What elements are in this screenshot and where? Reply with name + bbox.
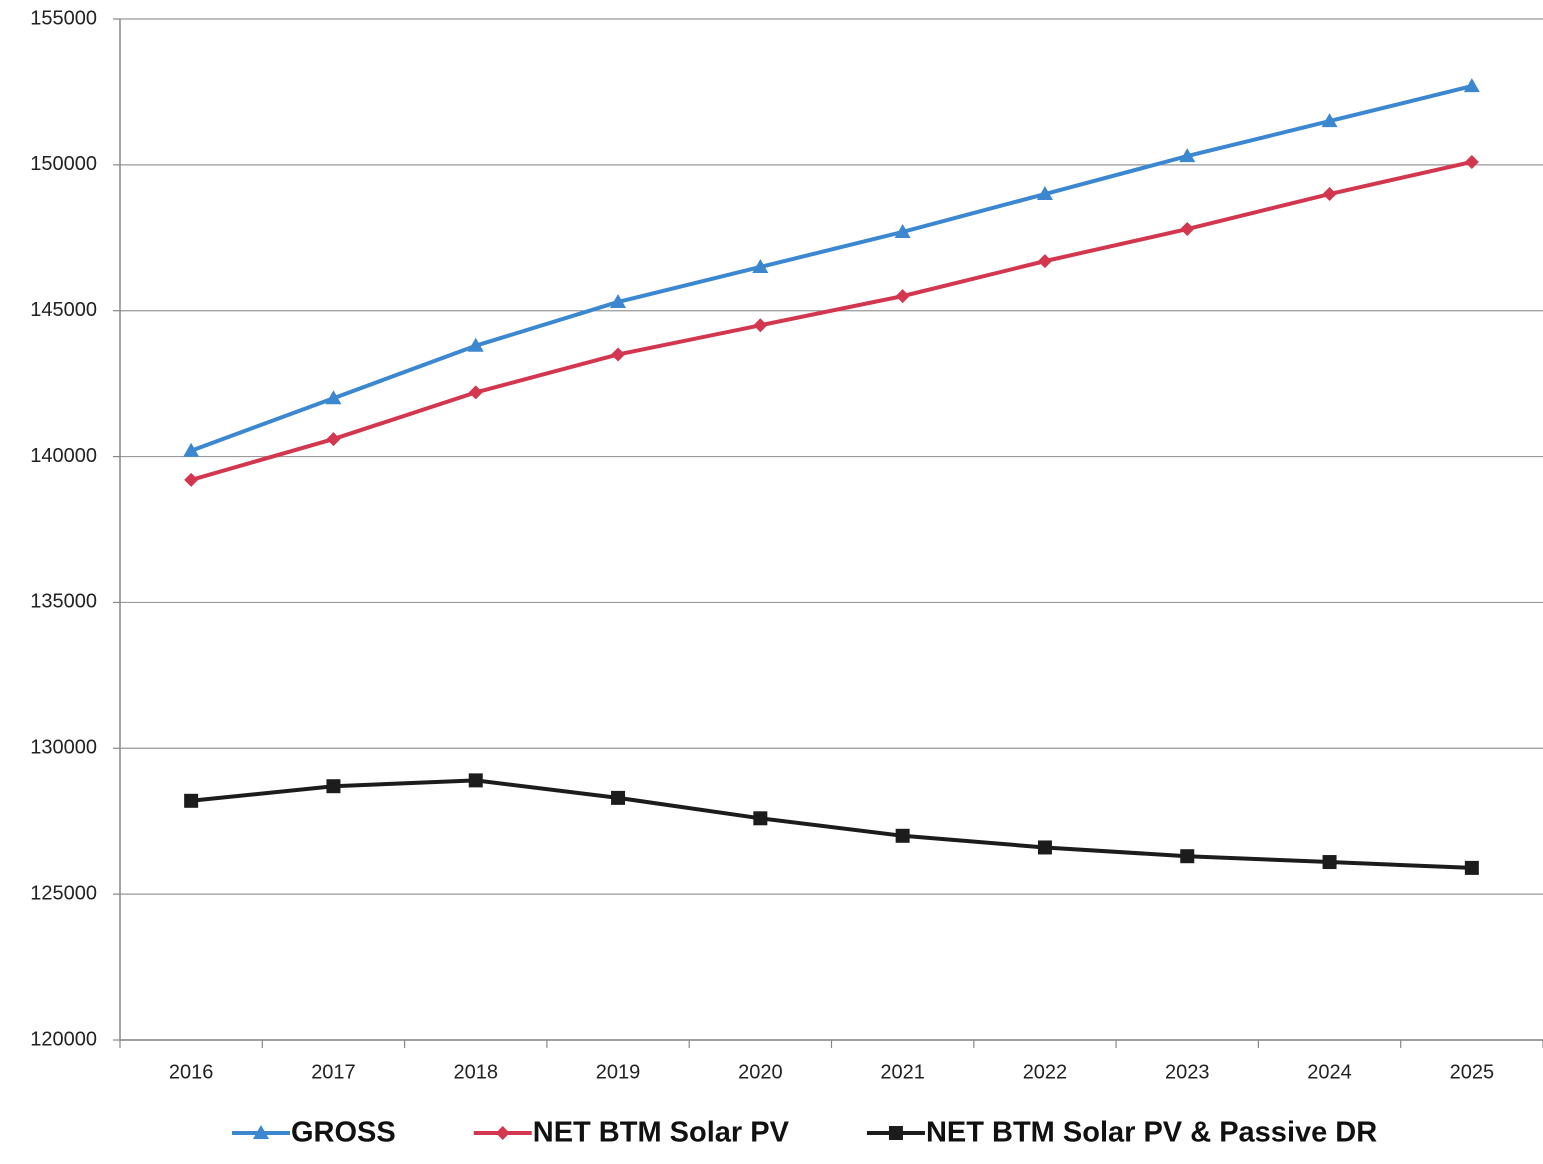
y-tick-label: 120000 [30, 1028, 97, 1050]
data-point [1180, 222, 1195, 237]
data-point [468, 385, 483, 400]
data-point [184, 793, 199, 808]
y-tick-label: 155000 [30, 7, 97, 29]
legend-marker [495, 1126, 510, 1140]
data-point [1322, 855, 1337, 870]
x-tick-label: 2022 [1023, 1061, 1068, 1083]
x-tick-label: 2025 [1450, 1061, 1495, 1083]
y-tick-label: 135000 [30, 591, 97, 613]
data-point [895, 289, 910, 304]
legend-label: GROSS [291, 1117, 396, 1149]
y-tick-label: 130000 [30, 737, 97, 759]
data-point [895, 828, 910, 843]
data-point [1036, 186, 1053, 201]
data-point [610, 293, 627, 308]
data-point [1464, 860, 1479, 875]
data-point [1179, 148, 1196, 163]
data-point [611, 347, 626, 362]
data-point [753, 811, 768, 826]
legend-marker [888, 1126, 903, 1140]
x-tick-label: 2024 [1307, 1061, 1352, 1083]
x-tick-label: 2018 [454, 1061, 499, 1083]
legend-marker [253, 1125, 269, 1139]
data-point [1463, 78, 1480, 93]
data-point [467, 337, 484, 352]
series-line [190, 84, 1473, 453]
data-point [326, 432, 341, 447]
x-tick-label: 2021 [880, 1061, 925, 1083]
data-point [183, 442, 200, 457]
y-tick-label: 145000 [30, 299, 97, 321]
y-tick-label: 125000 [30, 882, 97, 904]
data-point [1180, 849, 1195, 864]
data-point [1322, 187, 1337, 202]
x-tick-label: 2023 [1165, 1061, 1210, 1083]
y-tick-label: 140000 [30, 445, 97, 467]
series-line [190, 159, 1473, 482]
legend-label: NET BTM Solar PV [533, 1117, 790, 1149]
x-tick-label: 2017 [311, 1061, 356, 1083]
y-tick-label: 150000 [30, 153, 97, 175]
data-point [468, 773, 483, 788]
data-point [894, 223, 911, 238]
x-tick-label: 2019 [596, 1061, 641, 1083]
x-tick-label: 2020 [738, 1061, 783, 1083]
legend-label: NET BTM Solar PV & Passive DR [926, 1117, 1377, 1149]
series-line [190, 778, 1472, 870]
data-point [1321, 113, 1338, 128]
data-point [326, 779, 341, 794]
data-point [611, 790, 626, 805]
data-point [325, 390, 342, 405]
x-tick-label: 2016 [169, 1061, 214, 1083]
data-point [1464, 154, 1479, 169]
data-point [753, 318, 768, 333]
data-point [1037, 254, 1052, 269]
data-point [1037, 840, 1052, 855]
data-point [752, 258, 769, 273]
data-point [184, 472, 199, 487]
